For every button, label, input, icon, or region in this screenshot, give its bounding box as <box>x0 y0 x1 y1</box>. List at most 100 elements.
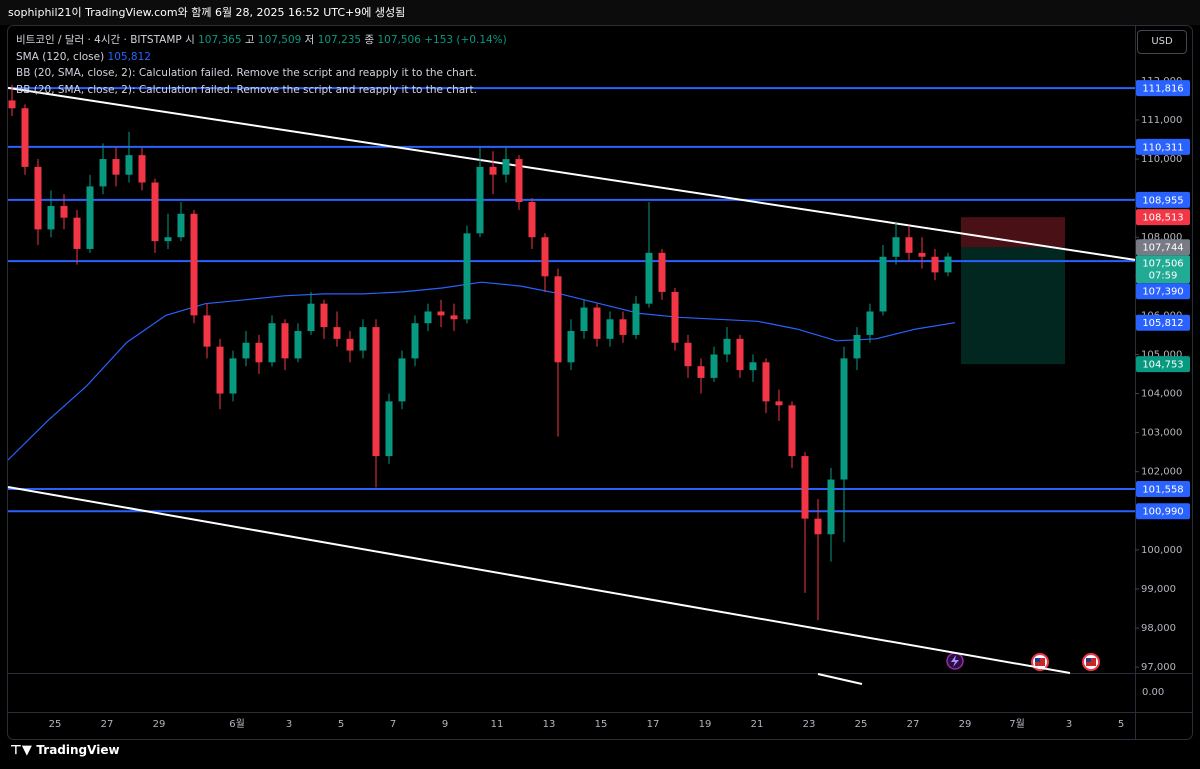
price-tag-label: 107,390 <box>1142 287 1183 298</box>
candle-body <box>502 159 510 175</box>
candle-body <box>931 256 939 273</box>
chart-frame <box>7 25 1193 740</box>
change: +153 (+0.14%) <box>424 34 507 46</box>
stop-zone <box>961 217 1065 248</box>
candle-body <box>112 159 120 175</box>
x-tick-label: 25 <box>855 719 868 730</box>
volume-label: 0.00 <box>1142 687 1164 698</box>
candle-body <box>320 303 328 328</box>
candle-body <box>567 331 575 363</box>
candle-body <box>463 233 471 320</box>
candle-body <box>216 346 224 394</box>
price-tag <box>1136 356 1190 373</box>
candle-body <box>879 256 887 312</box>
symbol: 비트코인 / 달러 · 4시간 · BITSTAMP <box>16 34 182 46</box>
x-tick-label: 13 <box>543 719 556 730</box>
candle-body <box>398 358 406 402</box>
candle-body <box>281 323 289 359</box>
price-tag-label: 107,744 <box>1142 243 1183 254</box>
candle-body <box>840 358 848 480</box>
price-tag-label: 107,506 <box>1142 259 1183 270</box>
x-tick-label: 29 <box>959 719 972 730</box>
sma-line <box>7 281 956 461</box>
x-tick-label: 6월 <box>229 718 245 730</box>
candle-body <box>697 366 705 378</box>
candle-body <box>99 159 107 187</box>
candle-body <box>541 237 549 277</box>
ohlc-value: 107,235 <box>317 34 362 46</box>
trendline-fragment <box>817 673 863 685</box>
y-tick-label: 108,000 <box>1141 232 1182 243</box>
price-tag <box>1136 191 1190 208</box>
brand: TradingView <box>36 743 120 757</box>
price-tag <box>1136 255 1190 284</box>
event-icon <box>951 655 959 667</box>
y-tick-label: 102,000 <box>1141 467 1182 478</box>
candle-body <box>229 358 237 394</box>
candle-body <box>918 252 926 257</box>
candle-body <box>47 205 55 230</box>
candle-body <box>515 159 523 203</box>
candle-body <box>73 217 81 249</box>
candle-body <box>944 256 952 273</box>
price-tag <box>1136 503 1190 520</box>
trendline <box>7 485 1071 674</box>
candle-body <box>593 307 601 339</box>
price-tag-label: 111,816 <box>1142 84 1183 95</box>
legend-row: 비트코인 / 달러 · 4시간 · BITSTAMP 시 107,365 고 1… <box>16 32 507 49</box>
candle-body <box>385 401 393 457</box>
currency-button[interactable]: USD <box>1137 30 1187 54</box>
candle-body <box>788 405 796 457</box>
price-tag-label: 100,990 <box>1142 507 1183 518</box>
x-tick-label: 27 <box>101 719 114 730</box>
price-tag-label: 104,753 <box>1142 360 1183 371</box>
candle-body <box>60 205 68 218</box>
price-tag-label: 108,955 <box>1142 195 1183 206</box>
candle-body <box>905 237 913 253</box>
ohlc-value: 107,506 <box>377 34 421 46</box>
y-tick-label: 103,000 <box>1141 428 1182 439</box>
ohlc-label: 저 <box>304 34 315 46</box>
candle-body <box>242 342 250 359</box>
candle-body <box>619 319 627 335</box>
candle-body <box>671 291 679 343</box>
candle-body <box>736 338 744 371</box>
indicator-name: BB (20, SMA, close, 2): Calculation fail… <box>16 67 477 79</box>
candle-body <box>8 100 16 109</box>
candle-body <box>554 276 562 363</box>
candle-body <box>489 166 497 175</box>
candle-body <box>723 338 731 355</box>
candle-body <box>632 303 640 335</box>
candle-body <box>333 327 341 339</box>
candle-body <box>814 518 822 535</box>
price-tag <box>1136 209 1190 226</box>
price-tag-label: 110,311 <box>1142 142 1183 153</box>
candle-body <box>437 311 445 316</box>
indicator-name: BB (20, SMA, close, 2): Calculation fail… <box>16 83 477 96</box>
y-tick-label: 99,000 <box>1141 584 1176 595</box>
indicator: BB (20, SMA, close, 2): Calculation fail… <box>16 82 507 99</box>
candle-body <box>268 323 276 363</box>
x-tick-label: 17 <box>647 719 660 730</box>
y-tick-label: 110,000 <box>1141 154 1182 165</box>
candle-body <box>762 362 770 402</box>
candle-body <box>307 303 315 332</box>
ohlc-value: 107,509 <box>257 34 302 46</box>
x-tick-label: 27 <box>907 719 920 730</box>
candle-body <box>424 311 432 324</box>
candle-body <box>190 213 198 316</box>
candle-body <box>177 213 185 238</box>
candle-body <box>476 166 484 234</box>
ohlc-label: 시 <box>185 34 195 46</box>
ohlc-label: 종 <box>364 34 375 46</box>
price-tag <box>1136 239 1190 256</box>
target-zone <box>961 247 1065 365</box>
candle-body <box>359 327 367 351</box>
candle-body <box>684 342 692 367</box>
x-tick-label: 19 <box>699 719 712 730</box>
x-tick-label: 15 <box>595 719 608 730</box>
indicator-value: 105,812 <box>107 50 151 63</box>
y-tick-label: 100,000 <box>1141 545 1182 556</box>
